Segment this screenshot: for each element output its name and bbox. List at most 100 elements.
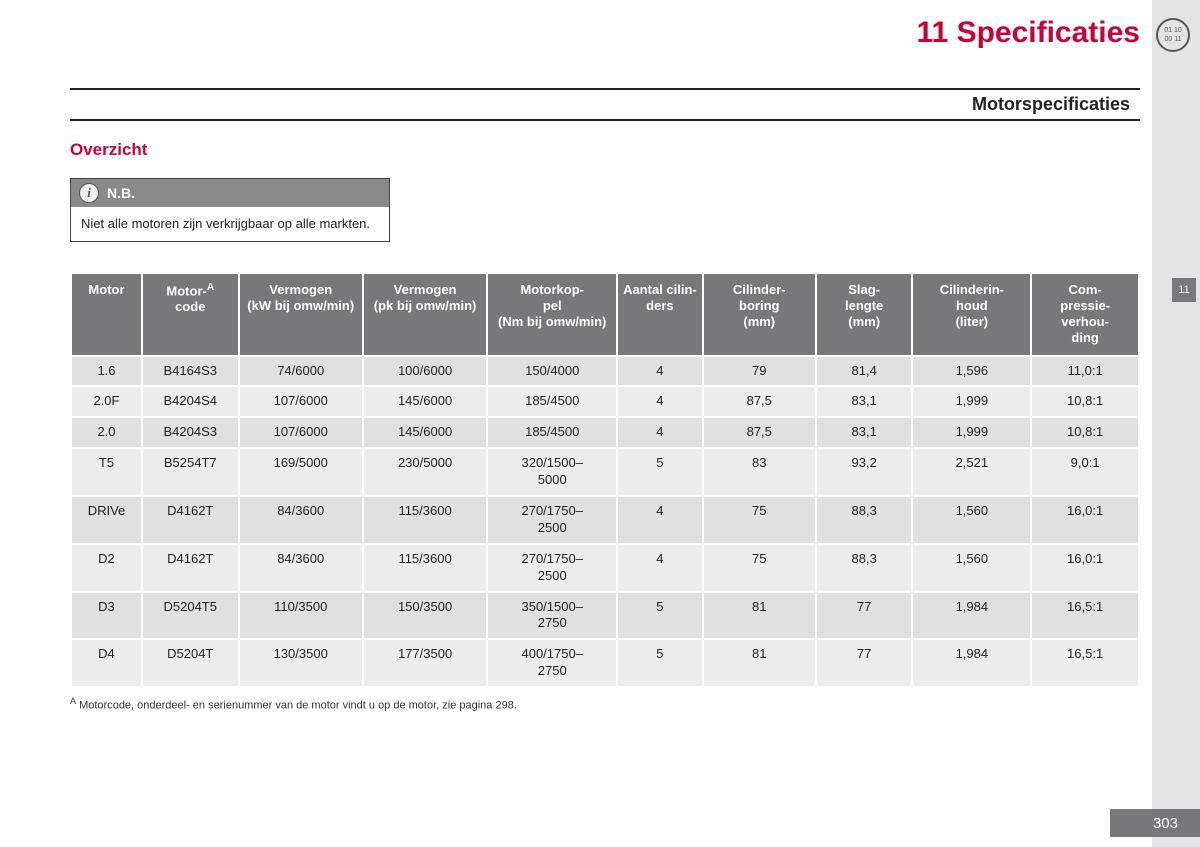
table-body: 1.6B4164S374/6000100/6000150/400047981,4… (72, 357, 1138, 687)
table-row: T5B5254T7169/5000230/5000320/1500–500058… (72, 449, 1138, 495)
table-cell: 230/5000 (364, 449, 486, 495)
table-cell: D4 (72, 640, 141, 686)
table-cell: T5 (72, 449, 141, 495)
table-cell: 81 (704, 593, 815, 639)
table-cell: 88,3 (817, 545, 912, 591)
table-cell: D2 (72, 545, 141, 591)
table-row: 2.0FB4204S4107/6000145/6000185/4500487,5… (72, 387, 1138, 416)
table-cell: 83,1 (817, 387, 912, 416)
chapter-binary-icon: 01 1000 11 (1156, 18, 1190, 52)
table-cell: 350/1500–2750 (488, 593, 616, 639)
table-cell: 74/6000 (240, 357, 362, 386)
table-cell: 79 (704, 357, 815, 386)
table-cell: 4 (618, 418, 701, 447)
table-cell: 150/4000 (488, 357, 616, 386)
side-tab: 11 (1172, 278, 1196, 302)
table-cell: 77 (817, 640, 912, 686)
table-cell: 75 (704, 497, 815, 543)
table-header-cell: Motorkop-pel(Nm bij omw/min) (488, 274, 616, 355)
table-cell: B5254T7 (143, 449, 238, 495)
table-cell: D5204T (143, 640, 238, 686)
page-number: 303 (1110, 809, 1200, 837)
table-cell: 16,0:1 (1032, 545, 1138, 591)
table-cell: 115/3600 (364, 545, 486, 591)
table-cell: 2,521 (913, 449, 1030, 495)
table-cell: 83,1 (817, 418, 912, 447)
table-header-cell: Vermogen(kW bij omw/min) (240, 274, 362, 355)
table-cell: 270/1750–2500 (488, 497, 616, 543)
table-cell: 1,560 (913, 545, 1030, 591)
right-margin-strip: 01 1000 11 11 (1152, 0, 1200, 847)
table-cell: 2.0 (72, 418, 141, 447)
table-cell: 87,5 (704, 418, 815, 447)
table-cell: 400/1750–2750 (488, 640, 616, 686)
footnote-text: Motorcode, onderdeel- en serienummer van… (79, 700, 517, 712)
table-row: DRIVeD4162T84/3600115/3600270/1750–25004… (72, 497, 1138, 543)
table-row: D3D5204T5110/3500150/3500350/1500–275058… (72, 593, 1138, 639)
table-cell: 10,8:1 (1032, 418, 1138, 447)
table-cell: 150/3500 (364, 593, 486, 639)
table-cell: D3 (72, 593, 141, 639)
table-cell: 16,5:1 (1032, 593, 1138, 639)
table-cell: 145/6000 (364, 418, 486, 447)
table-cell: D4162T (143, 497, 238, 543)
table-cell: 10,8:1 (1032, 387, 1138, 416)
table-cell: 88,3 (817, 497, 912, 543)
footnote-marker: A (70, 696, 76, 706)
table-cell: 1,999 (913, 418, 1030, 447)
info-icon: i (79, 183, 99, 203)
table-cell: 185/4500 (488, 418, 616, 447)
table-cell: 177/3500 (364, 640, 486, 686)
table-cell: 75 (704, 545, 815, 591)
section-title: Motorspecificaties (70, 88, 1140, 121)
table-cell: 87,5 (704, 387, 815, 416)
table-cell: B4204S3 (143, 418, 238, 447)
table-cell: 5 (618, 640, 701, 686)
table-cell: 84/3600 (240, 545, 362, 591)
note-body: Niet alle motoren zijn verkrijgbaar op a… (71, 207, 389, 241)
table-cell: 16,5:1 (1032, 640, 1138, 686)
table-cell: 5 (618, 449, 701, 495)
table-row: 1.6B4164S374/6000100/6000150/400047981,4… (72, 357, 1138, 386)
table-cell: D5204T5 (143, 593, 238, 639)
table-cell: 9,0:1 (1032, 449, 1138, 495)
table-header-row: MotorMotor-AcodeVermogen(kW bij omw/min)… (72, 274, 1138, 355)
table-row: 2.0B4204S3107/6000145/6000185/4500487,58… (72, 418, 1138, 447)
table-cell: 93,2 (817, 449, 912, 495)
table-cell: DRIVe (72, 497, 141, 543)
table-cell: 84/3600 (240, 497, 362, 543)
table-cell: 2.0F (72, 387, 141, 416)
table-cell: 1,984 (913, 593, 1030, 639)
note-header: i N.B. (71, 179, 389, 207)
table-cell: 110/3500 (240, 593, 362, 639)
subsection-heading: Overzicht (70, 140, 1140, 160)
table-cell: B4164S3 (143, 357, 238, 386)
table-header-cell: Vermogen(pk bij omw/min) (364, 274, 486, 355)
spec-table: MotorMotor-AcodeVermogen(kW bij omw/min)… (70, 272, 1140, 689)
footnote: A Motorcode, onderdeel- en serienummer v… (70, 696, 1140, 712)
table-cell: 115/3600 (364, 497, 486, 543)
table-header-cell: Motor-Acode (143, 274, 238, 355)
table-cell: 1,560 (913, 497, 1030, 543)
table-cell: 4 (618, 545, 701, 591)
table-cell: 1.6 (72, 357, 141, 386)
main-content: Overzicht i N.B. Niet alle motoren zijn … (70, 140, 1140, 712)
table-cell: 81,4 (817, 357, 912, 386)
table-header-cell: Aantal cilin-ders (618, 274, 701, 355)
table-cell: 270/1750–2500 (488, 545, 616, 591)
table-header-cell: Slag-lengte(mm) (817, 274, 912, 355)
table-cell: 4 (618, 357, 701, 386)
table-cell: 320/1500–5000 (488, 449, 616, 495)
table-cell: D4162T (143, 545, 238, 591)
table-header-cell: Motor (72, 274, 141, 355)
table-cell: 5 (618, 593, 701, 639)
table-cell: 107/6000 (240, 418, 362, 447)
table-cell: 77 (817, 593, 912, 639)
table-header-cell: Cilinder-boring(mm) (704, 274, 815, 355)
chapter-title: 11 Specificaties (917, 16, 1140, 50)
table-cell: 1,596 (913, 357, 1030, 386)
table-cell: 4 (618, 497, 701, 543)
table-cell: 81 (704, 640, 815, 686)
table-row: D2D4162T84/3600115/3600270/1750–25004758… (72, 545, 1138, 591)
table-cell: 107/6000 (240, 387, 362, 416)
